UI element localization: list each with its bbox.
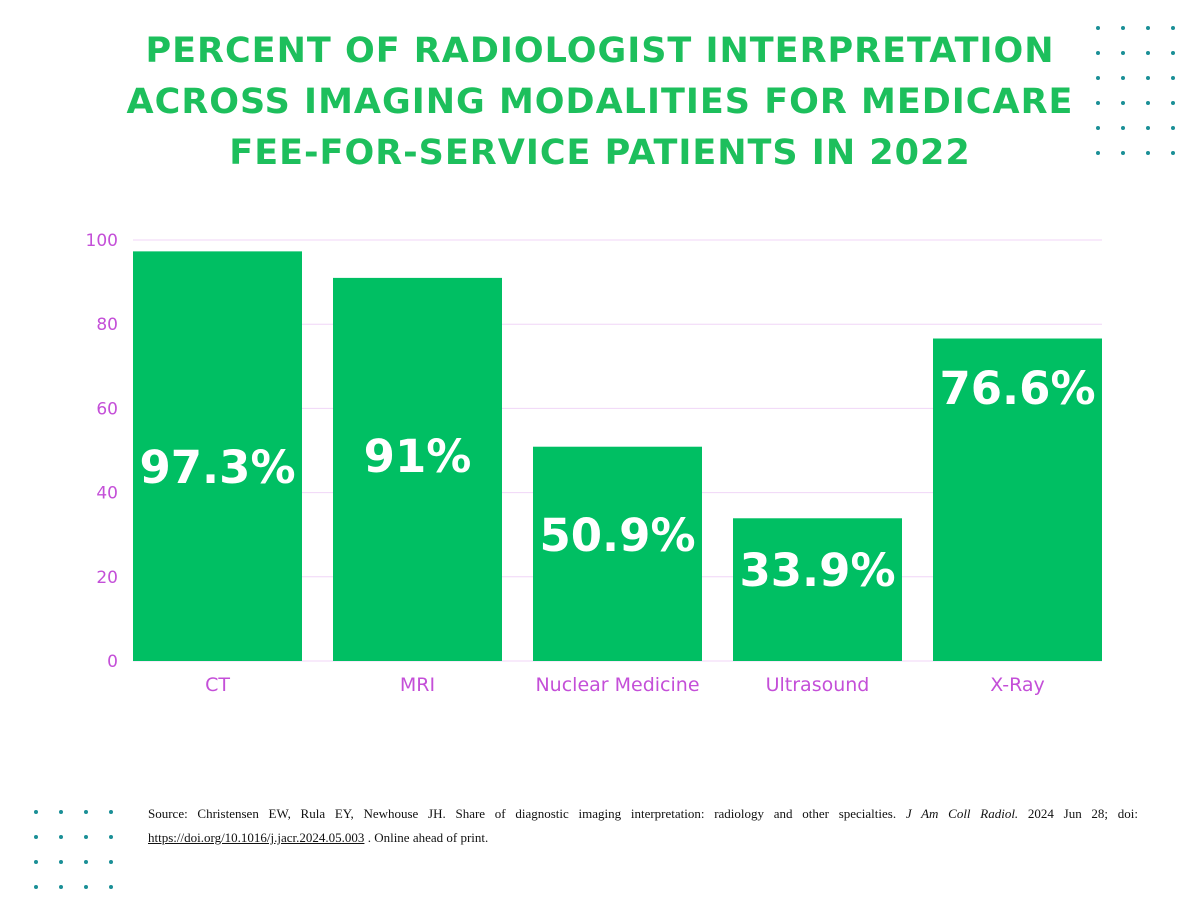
decorative-dot xyxy=(1146,26,1150,30)
y-tick-label: 0 xyxy=(107,652,118,672)
decorative-dot xyxy=(1096,101,1100,105)
decorative-dot xyxy=(59,860,63,864)
decorative-dot xyxy=(34,810,38,814)
x-tick-label: CT xyxy=(205,674,230,696)
x-tick-label: MRI xyxy=(400,674,435,696)
decorative-dot xyxy=(109,810,113,814)
decorative-dot xyxy=(1171,26,1175,30)
source-citation: Source: Christensen EW, Rula EY, Newhous… xyxy=(148,802,1138,850)
decorative-dot xyxy=(84,835,88,839)
chart-title-line: PERCENT OF RADIOLOGIST INTERPRETATION xyxy=(145,31,1055,71)
bar-ultrasound xyxy=(733,518,902,661)
y-tick-label: 60 xyxy=(96,399,118,419)
decorative-dot xyxy=(1121,151,1125,155)
decorative-dot xyxy=(1121,26,1125,30)
decorative-dot xyxy=(1171,76,1175,80)
data-label: 91% xyxy=(364,430,472,483)
decorative-dot xyxy=(1121,126,1125,130)
decorative-dot xyxy=(1121,51,1125,55)
bar-x-ray xyxy=(933,338,1102,661)
decorative-dot xyxy=(109,885,113,889)
bar-chart: 0 20 40 60 80 100 97.3% 91% 50.9% 33.9% 76.6% CT MRI… xyxy=(86,231,1102,696)
x-tick-label: Nuclear Medicine xyxy=(535,674,699,696)
chart-title: PERCENT OF RADIOLOGIST INTERPRETATION AC… xyxy=(100,26,1100,179)
decorative-dot xyxy=(1096,126,1100,130)
source-text: Source: Christensen EW, Rula EY, Newhous… xyxy=(148,806,906,821)
decorative-dot xyxy=(109,835,113,839)
decorative-dot xyxy=(1096,51,1100,55)
source-text-after: . Online ahead of print. xyxy=(364,830,489,845)
decorative-dot xyxy=(1146,51,1150,55)
decorative-dot xyxy=(1096,151,1100,155)
decorative-dot xyxy=(34,860,38,864)
x-tick-label: Ultrasound xyxy=(766,674,870,696)
data-label: 50.9% xyxy=(539,509,695,562)
decorative-dot xyxy=(1121,76,1125,80)
decorative-dot xyxy=(1146,76,1150,80)
decorative-dot xyxy=(1096,26,1100,30)
decorative-dot xyxy=(84,810,88,814)
decorative-dot xyxy=(1096,76,1100,80)
decorative-dot xyxy=(1146,126,1150,130)
y-tick-label: 40 xyxy=(96,484,118,504)
decorative-dot xyxy=(109,860,113,864)
decorative-dot xyxy=(1171,51,1175,55)
decorative-dot xyxy=(1146,151,1150,155)
decorative-dot xyxy=(59,835,63,839)
decorative-dot xyxy=(1171,151,1175,155)
y-tick-label: 80 xyxy=(96,315,118,335)
doi-link[interactable]: https://doi.org/10.1016/j.jacr.2024.05.0… xyxy=(148,830,365,845)
decorative-dot xyxy=(1121,101,1125,105)
chart-title-line: ACROSS IMAGING MODALITIES FOR MEDICARE xyxy=(126,82,1074,122)
y-tick-label: 100 xyxy=(86,231,118,251)
bar-mri xyxy=(333,277,502,661)
decorative-dot xyxy=(1146,101,1150,105)
bar-nuclear-medicine xyxy=(533,446,702,661)
decorative-dot xyxy=(1171,101,1175,105)
chart-title-line: FEE-FOR-SERVICE PATIENTS IN 2022 xyxy=(229,133,971,173)
decorative-dot xyxy=(59,885,63,889)
decorative-dot xyxy=(84,860,88,864)
decorative-dot xyxy=(1171,126,1175,130)
data-label: 33.9% xyxy=(739,544,895,597)
source-journal: J Am Coll Radiol. xyxy=(905,806,1019,821)
decorative-dot xyxy=(84,885,88,889)
decorative-dot xyxy=(34,885,38,889)
decorative-dot xyxy=(34,835,38,839)
bar-ct xyxy=(133,251,302,661)
source-text-mid: 2024 Jun 28; doi: xyxy=(1018,806,1138,821)
decorative-dot xyxy=(59,810,63,814)
data-label: 76.6% xyxy=(939,362,1095,415)
data-label: 97.3% xyxy=(139,441,295,494)
x-tick-label: X-Ray xyxy=(990,674,1045,696)
y-tick-label: 20 xyxy=(96,568,118,588)
